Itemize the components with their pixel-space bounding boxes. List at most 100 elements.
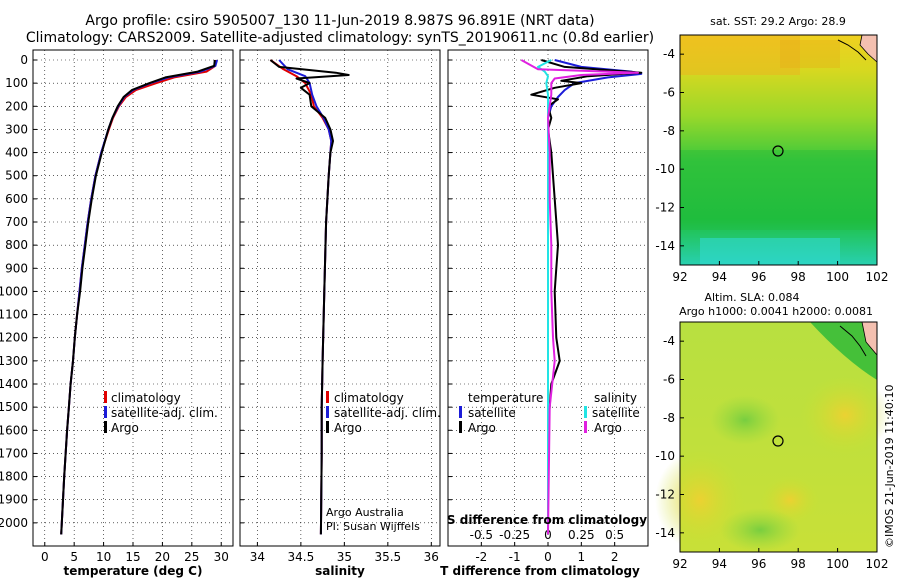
imos-credit: ©IMOS 21-Jun-2019 11:40:10 xyxy=(883,384,896,548)
x-tick-label: -1 xyxy=(509,550,521,564)
map-x-tick-label: 92 xyxy=(672,270,687,284)
depth-tick-label: 1800 xyxy=(0,470,28,484)
map-x-tick-label: 102 xyxy=(866,557,889,571)
map-y-tick-label: -8 xyxy=(663,124,675,138)
sst-dark-band xyxy=(680,150,877,230)
depth-tick-label: 1600 xyxy=(0,423,28,437)
difference-legend: temperature satellite Argo salinity sate… xyxy=(459,391,640,435)
series-line-argo xyxy=(60,59,216,535)
map-y-tick-label: -4 xyxy=(663,334,675,348)
x-tick-label: 30 xyxy=(214,550,229,564)
sla-coastline xyxy=(839,325,867,357)
x-tick-label: 2 xyxy=(611,550,619,564)
depth-tick-label: 300 xyxy=(5,122,28,136)
map-y-tick-label: -14 xyxy=(655,239,675,253)
depth-tick-label: 1400 xyxy=(0,377,28,391)
x-tick-label: -2 xyxy=(475,550,487,564)
diff-legend-sal-argo-label: Argo xyxy=(594,421,622,435)
argo-australia-annotation: Argo Australia xyxy=(326,506,404,519)
title-line2: Climatology: CARS2009. Satellite-adjuste… xyxy=(26,30,654,46)
sst-map-title: sat. SST: 29.2 Argo: 28.9 xyxy=(710,15,846,28)
depth-tick-label: 100 xyxy=(5,76,28,90)
map-y-tick-label: -12 xyxy=(655,201,675,215)
sal-legend-satellite-label: satellite-adj. clim. xyxy=(334,406,441,420)
depth-tick-label: 1200 xyxy=(0,331,28,345)
top-x-tick-label: 0 xyxy=(544,528,552,542)
depth-tick-label: 2000 xyxy=(0,516,28,530)
map-x-tick-label: 96 xyxy=(751,270,766,284)
sla-map-axes: 92 94 96 98 100 102 -4 -6 -8 -10 -12 -14 xyxy=(655,334,888,571)
map-y-tick-label: -8 xyxy=(663,411,675,425)
temperature-xlabel: temperature (deg C) xyxy=(64,564,203,578)
depth-tick-label: 1300 xyxy=(0,354,28,368)
map-x-tick-label: 100 xyxy=(826,557,849,571)
x-tick-label: 10 xyxy=(96,550,111,564)
sla-green-blob-2 xyxy=(720,508,800,552)
map-x-tick-label: 98 xyxy=(791,270,806,284)
x-tick-label: 15 xyxy=(125,550,140,564)
legend-argo-swatch xyxy=(104,421,107,433)
depth-tick-label: 1500 xyxy=(0,400,28,414)
depth-tick-label: 1100 xyxy=(0,308,28,322)
depth-tick-label: 500 xyxy=(5,169,28,183)
legend-climatology-swatch xyxy=(104,391,107,403)
sst-map xyxy=(679,34,878,266)
sla-map-subtitle: Argo h1000: 0.0041 h2000: 0.0081 xyxy=(679,305,873,318)
sst-warm-patch-2 xyxy=(780,40,840,68)
sla-map-frame xyxy=(679,321,878,553)
map-y-tick-label: -6 xyxy=(663,373,675,387)
sst-map-axes: 92 94 96 98 100 102 -4 -6 -8 -10 -12 -14 xyxy=(655,47,888,284)
diff-legend-sal-argo-swatch xyxy=(584,421,587,433)
depth-tick-label: 1000 xyxy=(0,284,28,298)
x-tick-label: 34 xyxy=(250,550,265,564)
legend-satellite-label: satellite-adj. clim. xyxy=(111,406,218,420)
sla-dark-corner xyxy=(810,322,877,380)
top-x-tick-label: -0.5 xyxy=(470,528,493,542)
diff-legend-sal-sat-label: satellite xyxy=(592,406,640,420)
map-y-tick-label: -6 xyxy=(663,86,675,100)
difference-xlabel: T difference from climatology xyxy=(440,564,640,578)
salinity-xlabel: salinity xyxy=(315,564,365,578)
x-tick-label: 20 xyxy=(155,550,170,564)
diff-legend-temp-argo-swatch xyxy=(459,421,462,433)
sal-legend-argo-label: Argo xyxy=(334,421,362,435)
x-tick-label: 35.5 xyxy=(374,550,401,564)
diff-legend-temp-sat-swatch xyxy=(459,406,462,418)
map-x-tick-label: 92 xyxy=(672,557,687,571)
sal-legend-satellite-swatch xyxy=(326,406,329,418)
title-line1: Argo profile: csiro 5905007_130 11-Jun-2… xyxy=(85,13,594,29)
series-line-argo xyxy=(269,59,350,535)
series-line-temperature-argo xyxy=(530,59,643,535)
x-tick-label: 5 xyxy=(70,550,78,564)
map-y-tick-label: -14 xyxy=(655,526,675,540)
sst-map-frame xyxy=(679,34,878,266)
depth-tick-label: 200 xyxy=(5,99,28,113)
x-tick-label: 36 xyxy=(424,550,439,564)
series-layer xyxy=(60,59,643,535)
top-x-tick-label: -0.25 xyxy=(499,528,530,542)
x-tick-label: 35 xyxy=(337,550,352,564)
map-x-tick-label: 94 xyxy=(712,270,727,284)
diff-legend-temp-argo-label: Argo xyxy=(468,421,496,435)
sst-coastline xyxy=(837,39,867,61)
sst-argo-marker xyxy=(772,145,784,157)
sst-cyan-patch xyxy=(700,238,840,265)
sal-legend-climatology-swatch xyxy=(326,391,329,403)
axis-layer: 0100200300400500600700800900100011001200… xyxy=(0,53,624,564)
top-x-tick-label: 0.5 xyxy=(605,528,624,542)
depth-tick-label: 800 xyxy=(5,238,28,252)
sla-green-blob-1 xyxy=(710,395,780,445)
diff-legend-salinity-title: salinity xyxy=(594,391,637,405)
x-tick-label: 34.5 xyxy=(288,550,315,564)
depth-tick-label: 1700 xyxy=(0,446,28,460)
diff-legend-temperature-title: temperature xyxy=(468,391,543,405)
map-y-tick-label: -4 xyxy=(663,47,675,61)
map-x-tick-label: 98 xyxy=(791,557,806,571)
depth-tick-label: 400 xyxy=(5,146,28,160)
legend-argo-label: Argo xyxy=(111,421,139,435)
sal-legend-argo-swatch xyxy=(326,421,329,433)
series-line-salinity-argo xyxy=(520,59,639,535)
x-tick-label: 0 xyxy=(544,550,552,564)
legend-climatology-label: climatology xyxy=(111,391,181,405)
